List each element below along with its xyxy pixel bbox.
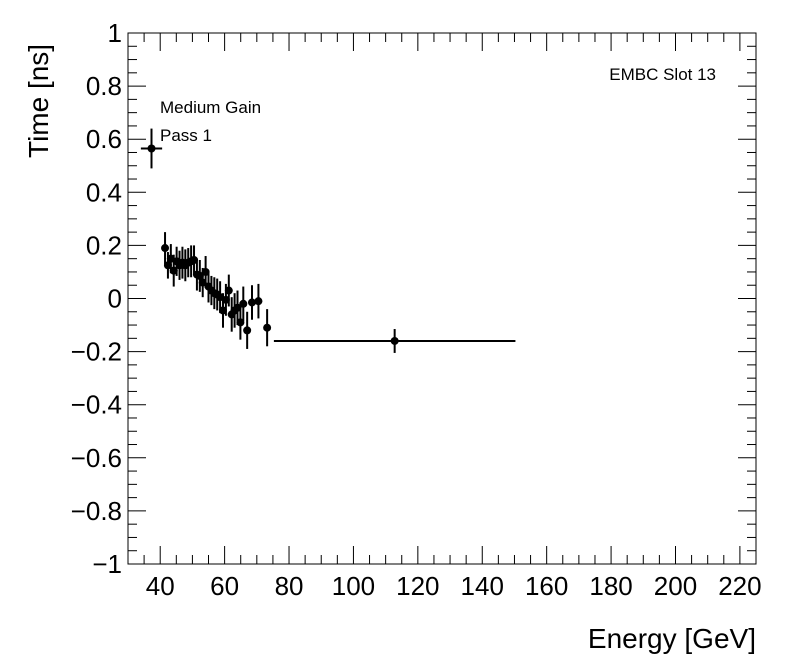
- point-marker: [254, 297, 263, 306]
- y-tick-label: 0.2: [86, 230, 122, 260]
- point-marker: [243, 326, 252, 335]
- x-tick-label: 180: [589, 571, 632, 601]
- x-tick-label: 160: [525, 571, 568, 601]
- data-point: [247, 285, 256, 320]
- y-tick-label: 1: [108, 18, 122, 48]
- data-point: [263, 309, 272, 347]
- x-tick-label: 200: [654, 571, 697, 601]
- point-marker: [239, 299, 248, 308]
- data-point: [161, 232, 170, 264]
- y-tick-label: −0.2: [71, 337, 122, 367]
- x-tick-label: 40: [146, 571, 175, 601]
- slot-label: EMBC Slot 13: [609, 65, 716, 84]
- data-point: [224, 274, 233, 307]
- point-marker: [263, 323, 272, 332]
- y-tick-label: −0.8: [71, 496, 122, 526]
- x-tick-label: 120: [396, 571, 439, 601]
- y-tick-label: 0: [108, 284, 122, 314]
- x-tick-label: 60: [210, 571, 239, 601]
- data-point: [140, 128, 163, 169]
- x-tick-label: 140: [461, 571, 504, 601]
- y-tick-label: 0.8: [86, 71, 122, 101]
- point-marker: [147, 144, 156, 153]
- point-marker: [161, 244, 170, 253]
- data-point: [273, 329, 516, 353]
- y-tick-label: −1: [92, 549, 122, 579]
- x-tick-label: 80: [275, 571, 304, 601]
- x-axis-title: Energy [GeV]: [588, 623, 756, 654]
- y-tick-labels: −1 −0.8 −0.6 −0.4 −0.2 0 0.2 0.4 0.6 0.8 1: [71, 18, 122, 579]
- point-marker: [224, 286, 233, 295]
- y-tick-label: −0.6: [71, 443, 122, 473]
- data-points: [140, 128, 516, 353]
- y-tick-label: 0.6: [86, 124, 122, 154]
- point-marker: [390, 336, 399, 345]
- x-tick-label: 220: [718, 571, 761, 601]
- data-point: [243, 311, 252, 349]
- axis-ticks: [127, 32, 757, 565]
- y-tick-label: −0.4: [71, 390, 122, 420]
- pass-label: Pass 1: [160, 126, 212, 145]
- data-point: [254, 283, 263, 319]
- x-tick-labels: 40 60 80 100 120 140 160 180 200 220: [146, 571, 762, 601]
- gain-label: Medium Gain: [160, 98, 261, 117]
- point-marker: [247, 298, 256, 307]
- data-point: [239, 286, 248, 322]
- y-axis-title: Time [ns]: [23, 44, 54, 158]
- y-tick-label: 0.4: [86, 177, 122, 207]
- x-tick-label: 100: [332, 571, 375, 601]
